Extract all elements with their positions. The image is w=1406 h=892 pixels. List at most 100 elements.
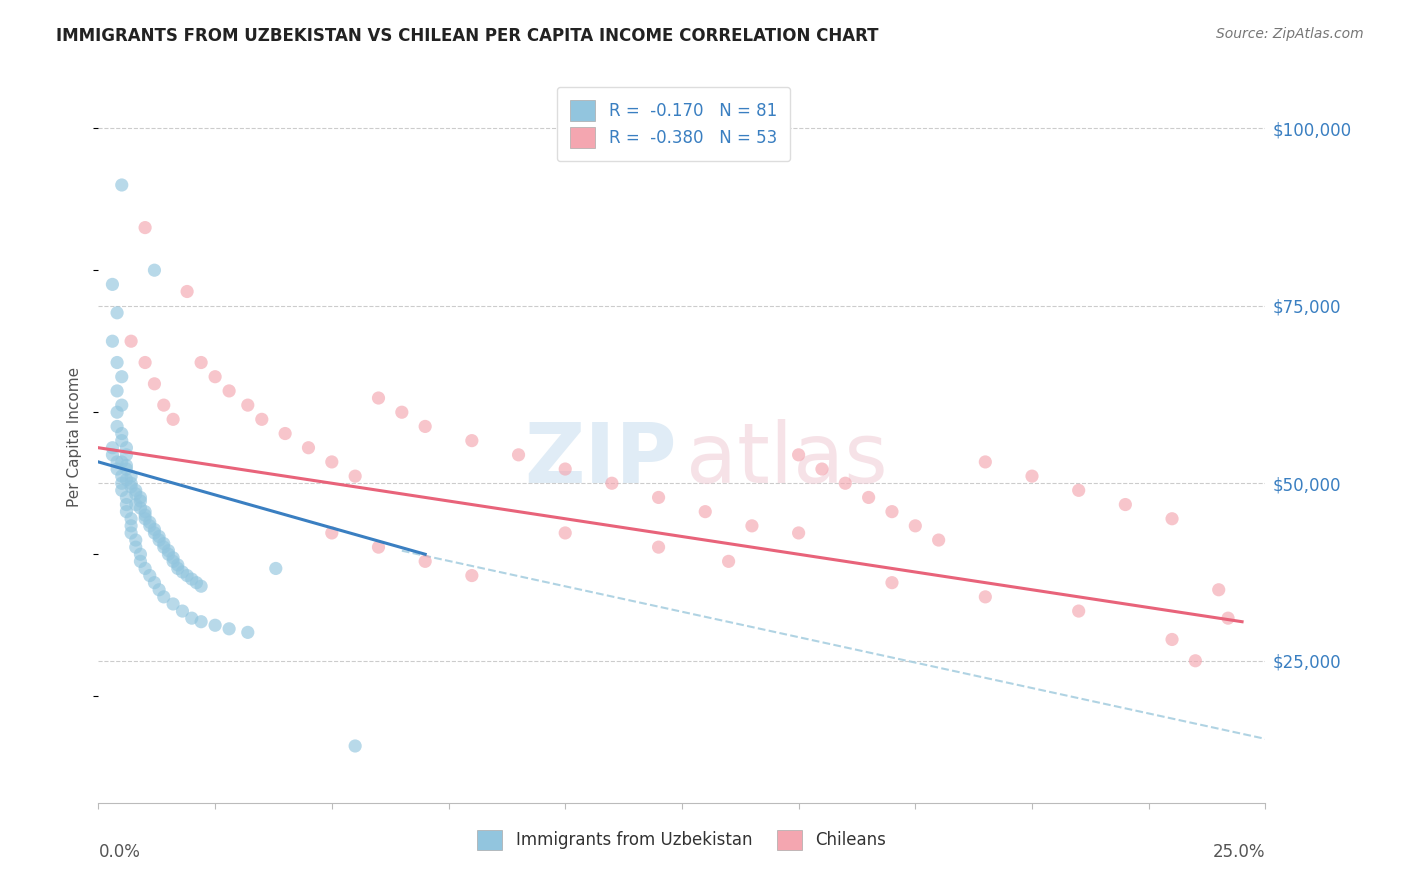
Point [461,434,484,448]
Point [1067,483,1090,498]
Point [180,611,202,625]
Point [250,412,273,426]
Point [974,455,997,469]
Point [344,469,367,483]
Point [125,498,148,512]
Point [880,575,903,590]
Point [101,448,124,462]
Point [134,220,156,235]
Point [264,561,287,575]
Point [134,505,156,519]
Point [297,441,319,455]
Point [139,516,162,530]
Point [115,498,138,512]
Point [152,590,174,604]
Point [125,487,148,501]
Point [204,618,226,632]
Point [101,277,124,292]
Point [928,533,950,547]
Text: IMMIGRANTS FROM UZBEKISTAN VS CHILEAN PER CAPITA INCOME CORRELATION CHART: IMMIGRANTS FROM UZBEKISTAN VS CHILEAN PE… [56,27,879,45]
Point [105,384,128,398]
Point [157,547,180,561]
Point [152,540,174,554]
Point [129,547,152,561]
Point [162,554,184,568]
Point [105,355,128,369]
Point [600,476,623,491]
Point [554,525,576,540]
Point [1208,582,1230,597]
Legend: Immigrants from Uzbekistan, Chileans: Immigrants from Uzbekistan, Chileans [471,823,893,856]
Point [134,355,156,369]
Point [367,540,389,554]
Point [115,505,138,519]
Point [143,525,166,540]
Point [111,483,134,498]
Point [741,519,763,533]
Point [166,561,188,575]
Point [129,494,152,508]
Point [111,455,134,469]
Point [111,476,134,491]
Point [143,376,166,391]
Point [1184,654,1206,668]
Point [176,568,198,582]
Point [858,491,880,505]
Point [204,369,226,384]
Point [134,512,156,526]
Point [236,398,259,412]
Point [1021,469,1043,483]
Point [148,582,170,597]
Point [321,455,343,469]
Point [111,398,134,412]
Point [190,579,212,593]
Point [129,554,152,568]
Point [139,568,162,582]
Text: 0.0%: 0.0% [98,843,141,861]
Y-axis label: Per Capita Income: Per Capita Income [67,367,83,508]
Point [180,572,202,586]
Point [105,405,128,419]
Point [1114,498,1136,512]
Point [152,536,174,550]
Point [129,491,152,505]
Point [647,540,669,554]
Point [120,476,142,491]
Point [974,590,997,604]
Point [190,355,212,369]
Point [176,285,198,299]
Point [125,540,148,554]
Point [904,519,927,533]
Point [125,483,148,498]
Point [190,615,212,629]
Point [134,561,156,575]
Point [105,462,128,476]
Point [115,448,138,462]
Point [1161,632,1184,647]
Point [120,519,142,533]
Point [367,391,389,405]
Point [344,739,367,753]
Point [172,604,194,618]
Point [111,434,134,448]
Point [148,533,170,547]
Point [115,458,138,473]
Point [120,334,142,349]
Point [125,533,148,547]
Point [101,334,124,349]
Point [880,505,903,519]
Point [111,178,134,192]
Point [413,419,436,434]
Point [105,306,128,320]
Text: atlas: atlas [686,418,887,500]
Text: Source: ZipAtlas.com: Source: ZipAtlas.com [1216,27,1364,41]
Point [143,263,166,277]
Point [120,469,142,483]
Point [115,462,138,476]
Point [139,519,162,533]
Point [461,568,484,582]
Point [111,469,134,483]
Point [129,501,152,516]
Point [162,412,184,426]
Point [101,441,124,455]
